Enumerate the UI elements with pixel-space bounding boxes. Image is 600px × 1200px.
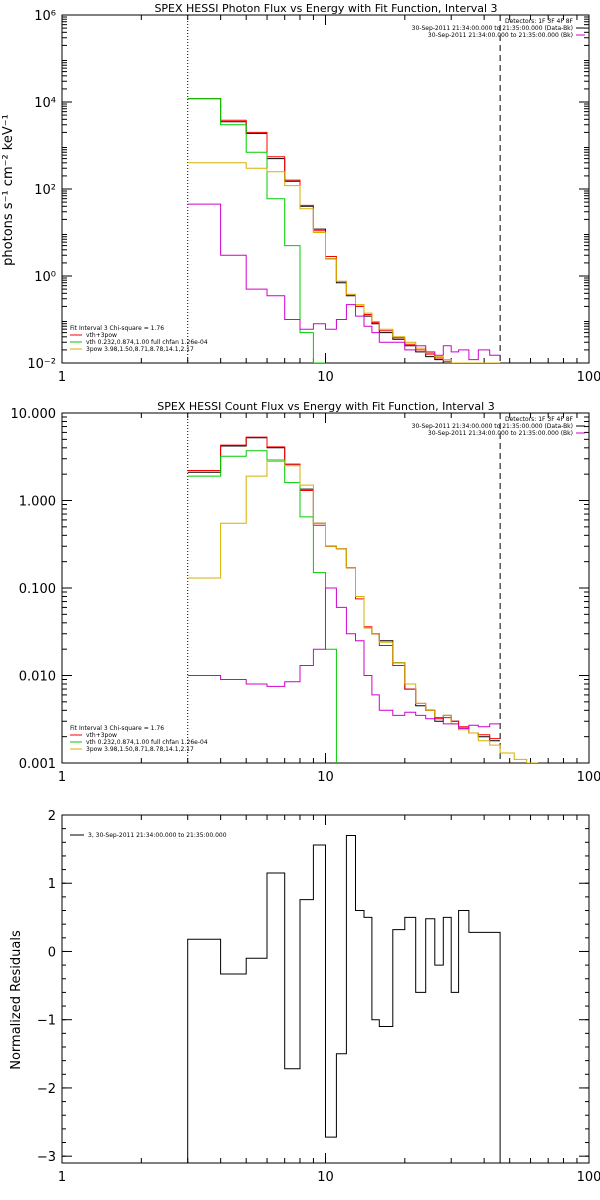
- photon-flux-panel: SPEX HESSI Photon Flux vs Energy with Fi…: [1, 2, 600, 385]
- y-tick-label: 10⁰: [34, 270, 56, 285]
- photon-flux-title: SPEX HESSI Photon Flux vs Energy with Fi…: [154, 2, 497, 15]
- legend-entry: 3pow 3.98,1.50,8.71,8.78,14.1,2.17: [86, 346, 194, 353]
- legend-entry: Fit Interval 3 Chi-square = 1.76: [70, 725, 164, 732]
- series-line-bk: [187, 203, 501, 361]
- series-line-data-bk: [187, 98, 501, 363]
- y-tick-label: 0: [48, 945, 56, 960]
- count-flux-title: SPEX HESSI Count Flux vs Energy with Fit…: [157, 400, 494, 413]
- legend-entry: 30-Sep-2011 21:34:00.000 to 21:35:00.000…: [428, 430, 573, 437]
- x-tick-label: 10: [317, 370, 334, 385]
- series-line-vth: [187, 98, 326, 363]
- legend-entry: vth+3pow: [86, 332, 117, 339]
- legend-entry: 3, 30-Sep-2011 21:34:00.000 to 21:35:00.…: [88, 832, 227, 839]
- y-tick-label: 10²: [34, 183, 56, 198]
- y-tick-label: 0.100: [19, 582, 56, 597]
- legend-entry: 30-Sep-2011 21:34:00.000 to 21:35:00.000…: [412, 423, 573, 430]
- legend-entry: 3pow 3.98,1.50,8.71,8.78,14.1,2.17: [86, 746, 194, 753]
- y-tick-label: 0.010: [19, 670, 56, 685]
- residuals-ylabel: Normalized Residuals: [9, 930, 24, 1070]
- y-tick-label: 1.000: [19, 495, 56, 510]
- series-line-bk: [187, 587, 501, 729]
- legend-entry: vth+3pow: [86, 732, 117, 739]
- x-tick-label: 10: [317, 770, 334, 785]
- legend-entry: Fit Interval 3 Chi-square = 1.76: [70, 325, 164, 332]
- y-tick-label: −2: [37, 1082, 56, 1097]
- y-tick-label: −3: [37, 1150, 56, 1165]
- x-tick-label: 100: [577, 370, 600, 385]
- legend-entry: vth 0.232,0.874,1.00 full chfan 1.26e-04: [86, 339, 208, 346]
- series-line-3pow: [187, 460, 538, 763]
- legend-entry: vth 0.232,0.874,1.00 full chfan 1.26e-04: [86, 739, 208, 746]
- series-line-3-30-sep-2011-21-34-00-000-to-21-35-00-000: [187, 835, 501, 1163]
- x-tick-label: 100: [577, 770, 600, 785]
- x-tick-label: 100: [577, 1170, 600, 1185]
- y-tick-label: 10⁴: [34, 96, 56, 111]
- residuals-panel: Normalized Residuals 1 10 100 −3 −2 −1 0 1 2 3, 3…: [9, 809, 600, 1185]
- legend-entry: Detectors: 1F 3F 4F 8F: [505, 416, 574, 423]
- y-tick-label: 10.000: [11, 407, 57, 422]
- photon-flux-ylabel: photons s⁻¹ cm⁻² keV⁻¹: [1, 114, 16, 266]
- y-tick-label: 1: [48, 877, 56, 892]
- series-line-3pow: [187, 162, 501, 363]
- series-line-vth-3pow: [187, 436, 501, 740]
- series-line-vth-3pow: [187, 98, 501, 363]
- y-tick-label: 0.001: [19, 757, 56, 772]
- series-line-data-bk: [187, 437, 501, 742]
- y-tick-label: 10⁻²: [27, 357, 56, 372]
- y-tick-label: 2: [48, 809, 56, 824]
- x-tick-label: 1: [58, 770, 66, 785]
- series-line-vth: [187, 450, 337, 763]
- legend-entry: 30-Sep-2011 21:34:00.000 to 21:35:00.000…: [428, 32, 573, 39]
- y-tick-label: −1: [37, 1014, 56, 1029]
- y-tick-label: 10⁶: [34, 9, 56, 24]
- x-tick-label: 10: [317, 1170, 334, 1185]
- legend-entry: 30-Sep-2011 21:34:00.000 to 21:35:00.000…: [412, 25, 573, 32]
- x-tick-label: 1: [58, 370, 66, 385]
- count-flux-panel: SPEX HESSI Count Flux vs Energy with Fit…: [11, 400, 600, 785]
- legend-entry: Detectors: 1F 3F 4F 8F: [505, 18, 574, 25]
- plot-frame: [61, 14, 590, 364]
- x-tick-label: 1: [58, 1170, 66, 1185]
